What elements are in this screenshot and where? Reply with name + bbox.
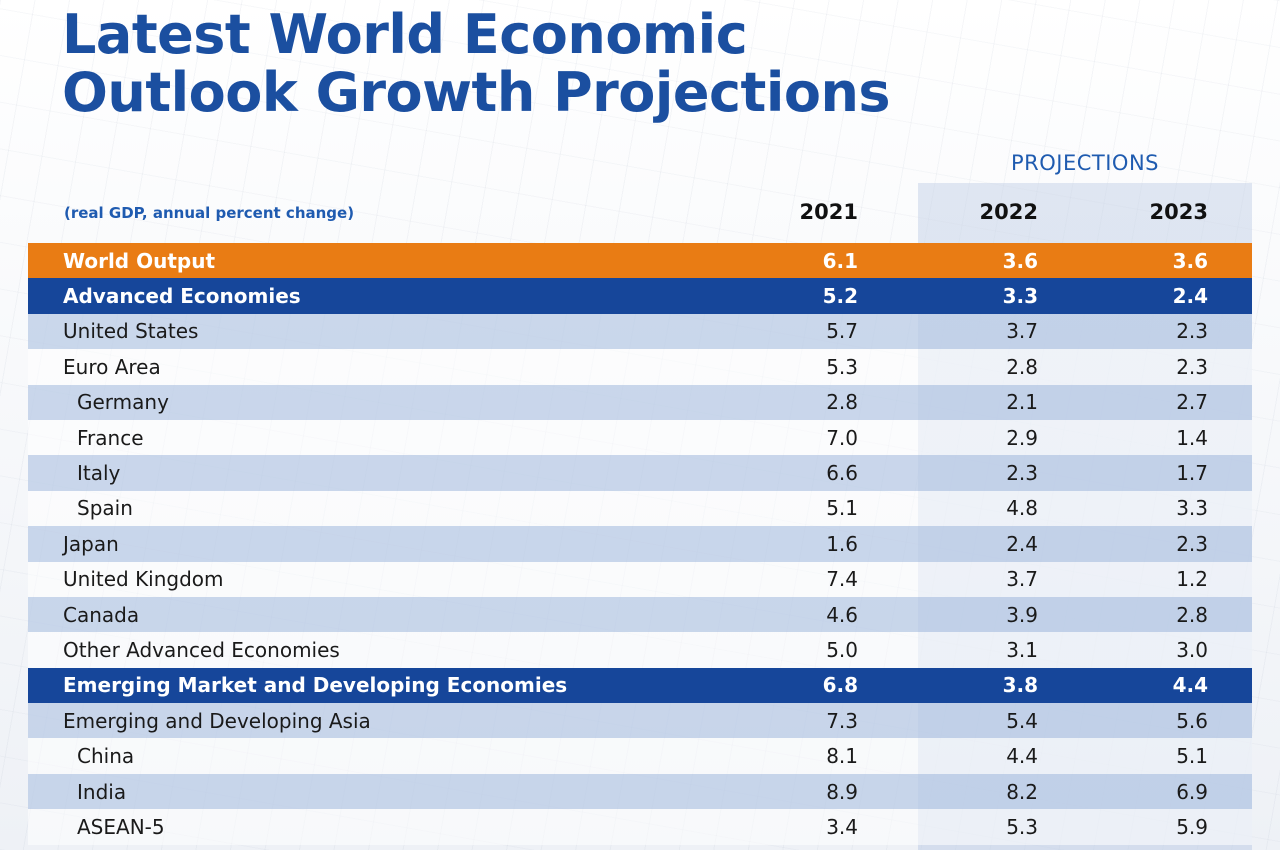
table-row: United States 5.7 3.7 2.3 [28,313,1252,350]
value-cell-2021: 6.6 [826,461,858,486]
row-label: World Output [63,248,216,273]
value-cell-2021: 8.9 [826,779,858,804]
year-header-2021: 2021 [799,200,858,224]
value-cell-2021: 8.1 [826,744,858,769]
table-row: Emerging and Developing Asia 7.3 5.4 5.6 [28,703,1252,739]
value-cell-2023: 2.3 [1176,354,1208,379]
row-label: Japan [63,531,119,556]
value-cell-2022: 2.4 [1006,531,1038,556]
value-cell-2023: 2.7 [1176,390,1208,415]
table-row: Italy 6.6 2.3 1.7 [28,455,1252,491]
growth-table: World Output 6.1 3.6 3.6 Advanced Economies 5… [28,243,1252,845]
row-label: Spain [77,496,133,521]
row-label: Germany [77,390,169,415]
value-cell-2023: 4.4 [1172,673,1208,698]
value-cell-2023: 5.6 [1176,708,1208,733]
value-cell-2023: 1.7 [1176,461,1208,486]
year-header-2022: 2022 [979,200,1038,224]
table-row: Canada 4.6 3.9 2.8 [28,596,1252,633]
value-cell-2022: 3.9 [1006,602,1038,627]
value-cell-2023: 6.9 [1176,779,1208,804]
table-row: France 7.0 2.9 1.4 [28,419,1252,456]
value-cell-2023: 1.2 [1176,567,1208,592]
value-cell-2021: 7.4 [826,567,858,592]
table-row: India 8.9 8.2 6.9 [28,773,1252,810]
value-cell-2021: 2.8 [826,390,858,415]
value-cell-2023: 2.3 [1176,319,1208,344]
table-row: Japan 1.6 2.4 2.3 [28,526,1252,562]
value-cell-2021: 5.2 [822,284,858,309]
value-cell-2023: 5.1 [1176,744,1208,769]
row-label: India [77,779,127,804]
value-cell-2021: 5.0 [826,637,858,662]
table-row: Euro Area 5.3 2.8 2.3 [28,349,1252,385]
table-row: China 8.1 4.4 5.1 [28,738,1252,774]
table-row: United Kingdom 7.4 3.7 1.2 [28,561,1252,597]
projections-header: PROJECTIONS [1011,151,1159,175]
value-cell-2022: 3.1 [1006,637,1038,662]
value-cell-2023: 2.3 [1176,531,1208,556]
row-label: ASEAN-5 [77,814,165,839]
title-line-1: Latest World Economic [62,3,748,66]
table-row: Other Advanced Economies 5.0 3.1 3.0 [28,632,1252,668]
value-cell-2022: 3.3 [1002,284,1038,309]
value-cell-2022: 3.8 [1002,673,1038,698]
value-cell-2022: 5.4 [1006,708,1038,733]
table-row: World Output 6.1 3.6 3.6 [28,243,1252,279]
value-cell-2022: 3.7 [1006,567,1038,592]
value-cell-2021: 5.1 [826,496,858,521]
value-cell-2023: 5.9 [1176,814,1208,839]
row-label: France [77,425,144,450]
units-label: (real GDP, annual percent change) [64,204,355,222]
value-cell-2023: 3.3 [1176,496,1208,521]
value-cell-2021: 7.3 [826,708,858,733]
value-cell-2023: 2.4 [1172,284,1208,309]
value-cell-2022: 2.8 [1006,354,1038,379]
value-cell-2022: 4.4 [1006,744,1038,769]
value-cell-2022: 3.6 [1002,248,1038,273]
value-cell-2021: 6.1 [822,248,858,273]
value-cell-2021: 3.4 [826,814,858,839]
value-cell-2021: 5.7 [826,319,858,344]
value-cell-2023: 3.6 [1172,248,1208,273]
row-label: United Kingdom [63,567,224,592]
value-cell-2022: 5.3 [1006,814,1038,839]
page-title: Latest World Economic Outlook Growth Pro… [62,3,891,124]
value-cell-2023: 3.0 [1176,637,1208,662]
value-cell-2021: 4.6 [826,602,858,627]
row-label: China [77,744,135,769]
year-header-2023: 2023 [1149,200,1208,224]
row-label: Emerging Market and Developing Economies [63,673,568,698]
value-cell-2022: 8.2 [1006,779,1038,804]
value-cell-2021: 1.6 [826,531,858,556]
value-cell-2022: 2.3 [1006,461,1038,486]
row-label: Canada [63,602,140,627]
table-row: Germany 2.8 2.1 2.7 [28,384,1252,420]
value-cell-2022: 3.7 [1006,319,1038,344]
row-label: United States [63,319,199,344]
title-line-2: Outlook Growth Projections [62,61,891,124]
value-cell-2022: 2.1 [1006,390,1038,415]
row-label: Italy [77,461,121,486]
value-cell-2023: 2.8 [1176,602,1208,627]
value-cell-2021: 5.3 [826,354,858,379]
table-row: Spain 5.1 4.8 3.3 [28,490,1252,527]
value-cell-2022: 4.8 [1006,496,1038,521]
row-label: Emerging and Developing Asia [63,708,371,733]
value-cell-2022: 2.9 [1006,425,1038,450]
row-label: Advanced Economies [63,284,301,309]
table-row: Advanced Economies 5.2 3.3 2.4 [28,278,1252,314]
row-label: Euro Area [63,354,161,379]
value-cell-2021: 7.0 [826,425,858,450]
table-row: Emerging Market and Developing Economies… [28,667,1252,704]
value-cell-2021: 6.8 [822,673,858,698]
row-label: Other Advanced Economies [63,637,340,662]
table-row: ASEAN-5 3.4 5.3 5.9 [28,809,1252,845]
value-cell-2023: 1.4 [1176,425,1208,450]
